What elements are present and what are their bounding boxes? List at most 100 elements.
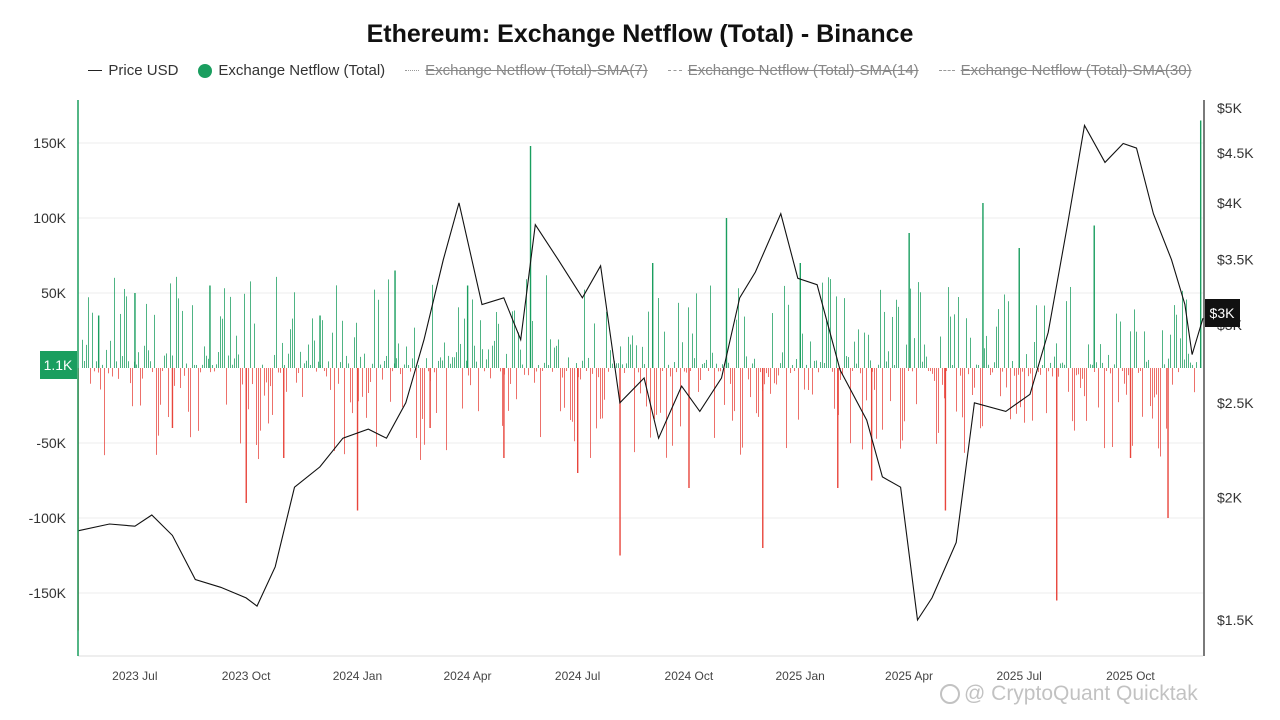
netflow-bar: [806, 364, 807, 368]
netflow-bar: [870, 360, 871, 368]
netflow-bar: [878, 364, 879, 368]
netflow-bar: [714, 368, 715, 438]
legend-label: Exchange Netflow (Total): [218, 62, 386, 79]
netflow-bar: [1010, 368, 1011, 420]
netflow-bar: [618, 363, 619, 368]
netflow-bar: [452, 357, 453, 368]
long-dash-symbol-icon: [938, 70, 955, 71]
netflow-bar: [1190, 362, 1191, 368]
netflow-bar: [454, 357, 455, 368]
netflow-bar: [1048, 368, 1049, 372]
netflow-bar: [862, 368, 863, 450]
netflow-bar: [534, 368, 535, 383]
netflow-bar: [830, 279, 831, 368]
netflow-bar: [1174, 305, 1175, 368]
netflow-bar: [688, 368, 690, 488]
netflow-bar: [560, 368, 561, 412]
netflow-bar: [1060, 363, 1061, 368]
netflow-bar: [376, 368, 377, 447]
netflow-bar: [826, 320, 827, 368]
netflow-bar: [148, 350, 149, 368]
x-tick-label: 2024 Jan: [333, 669, 382, 683]
netflow-bar: [780, 363, 781, 368]
netflow-bar: [690, 368, 691, 372]
netflow-bar: [982, 203, 984, 368]
netflow-bar: [616, 363, 617, 368]
netflow-bar: [742, 368, 743, 448]
netflow-bar: [302, 368, 303, 397]
netflow-bar: [262, 364, 263, 368]
netflow-bar: [1078, 368, 1079, 375]
netflow-bar: [696, 293, 697, 368]
netflow-bar: [566, 368, 567, 372]
netflow-bar: [172, 355, 173, 368]
netflow-bar: [604, 368, 605, 400]
netflow-bar: [964, 368, 965, 453]
netflow-bar: [936, 368, 937, 444]
netflow-bar: [346, 355, 347, 368]
netflow-bar: [1070, 286, 1071, 368]
netflow-bar: [762, 368, 764, 548]
netflow-bar: [466, 360, 467, 368]
dot-symbol-icon: [198, 63, 213, 78]
netflow-bar: [748, 368, 749, 380]
netflow-bar: [362, 368, 363, 397]
netflow-bar: [1062, 362, 1063, 368]
netflow-bar: [842, 368, 843, 375]
netflow-bar: [610, 350, 611, 368]
netflow-bar: [580, 368, 581, 380]
netflow-bar: [1028, 368, 1029, 377]
netflow-bar: [982, 368, 983, 427]
netflow-bar: [1038, 368, 1039, 373]
netflow-bar: [529, 146, 532, 368]
netflow-current-label: 1.1K: [44, 357, 73, 373]
netflow-bar: [550, 339, 551, 368]
netflow-bar: [84, 360, 85, 368]
legend-item-sma14[interactable]: Exchange Netflow (Total)-SMA(14): [667, 62, 919, 79]
netflow-bar: [436, 368, 437, 414]
netflow-bar: [1108, 354, 1109, 368]
netflow-bar: [1168, 358, 1169, 368]
netflow-bar: [174, 368, 175, 386]
netflow-bar: [942, 368, 943, 385]
netflow-bar: [700, 368, 701, 380]
netflow-bar: [1064, 364, 1065, 368]
netflow-bar: [1076, 368, 1077, 376]
netflow-bar: [1096, 362, 1097, 368]
netflow-bar: [360, 356, 361, 368]
netflow-bar: [1004, 294, 1005, 368]
legend-item-sma7[interactable]: Exchange Netflow (Total)-SMA(7): [405, 62, 648, 79]
netflow-bar: [836, 296, 837, 368]
netflow-bar: [892, 316, 893, 368]
netflow-bar: [558, 339, 559, 368]
netflow-bar: [600, 368, 601, 419]
netflow-bar: [100, 368, 101, 390]
legend-item-sma30[interactable]: Exchange Netflow (Total)-SMA(30): [938, 62, 1192, 79]
netflow-bar: [944, 368, 945, 399]
netflow-bar: [160, 368, 161, 405]
netflow-bar: [486, 359, 487, 368]
legend-item-price[interactable]: Price USD: [88, 62, 178, 79]
netflow-bar: [694, 358, 695, 368]
netflow-bar: [1150, 368, 1151, 407]
netflow-bar: [352, 368, 353, 414]
netflow-bar: [245, 368, 247, 503]
netflow-bar: [484, 368, 485, 372]
netflow-bar: [624, 368, 625, 373]
netflow-bar: [482, 349, 483, 368]
netflow-bar: [900, 368, 901, 449]
netflow-bar: [670, 368, 671, 377]
netflow-bar: [416, 368, 417, 438]
legend-item-netflow[interactable]: Exchange Netflow (Total): [198, 62, 385, 79]
netflow-bar: [582, 360, 583, 368]
netflow-bar: [712, 352, 713, 368]
netflow-bar: [888, 351, 889, 368]
netflow-bar: [104, 368, 105, 456]
netflow-bar: [120, 313, 121, 368]
netflow-bar: [272, 368, 273, 415]
netflow-bar: [1016, 368, 1017, 414]
netflow-bar: [636, 345, 637, 368]
netflow-bar: [1056, 343, 1057, 368]
netflow-bar: [840, 368, 841, 380]
netflow-bar: [1122, 368, 1123, 372]
